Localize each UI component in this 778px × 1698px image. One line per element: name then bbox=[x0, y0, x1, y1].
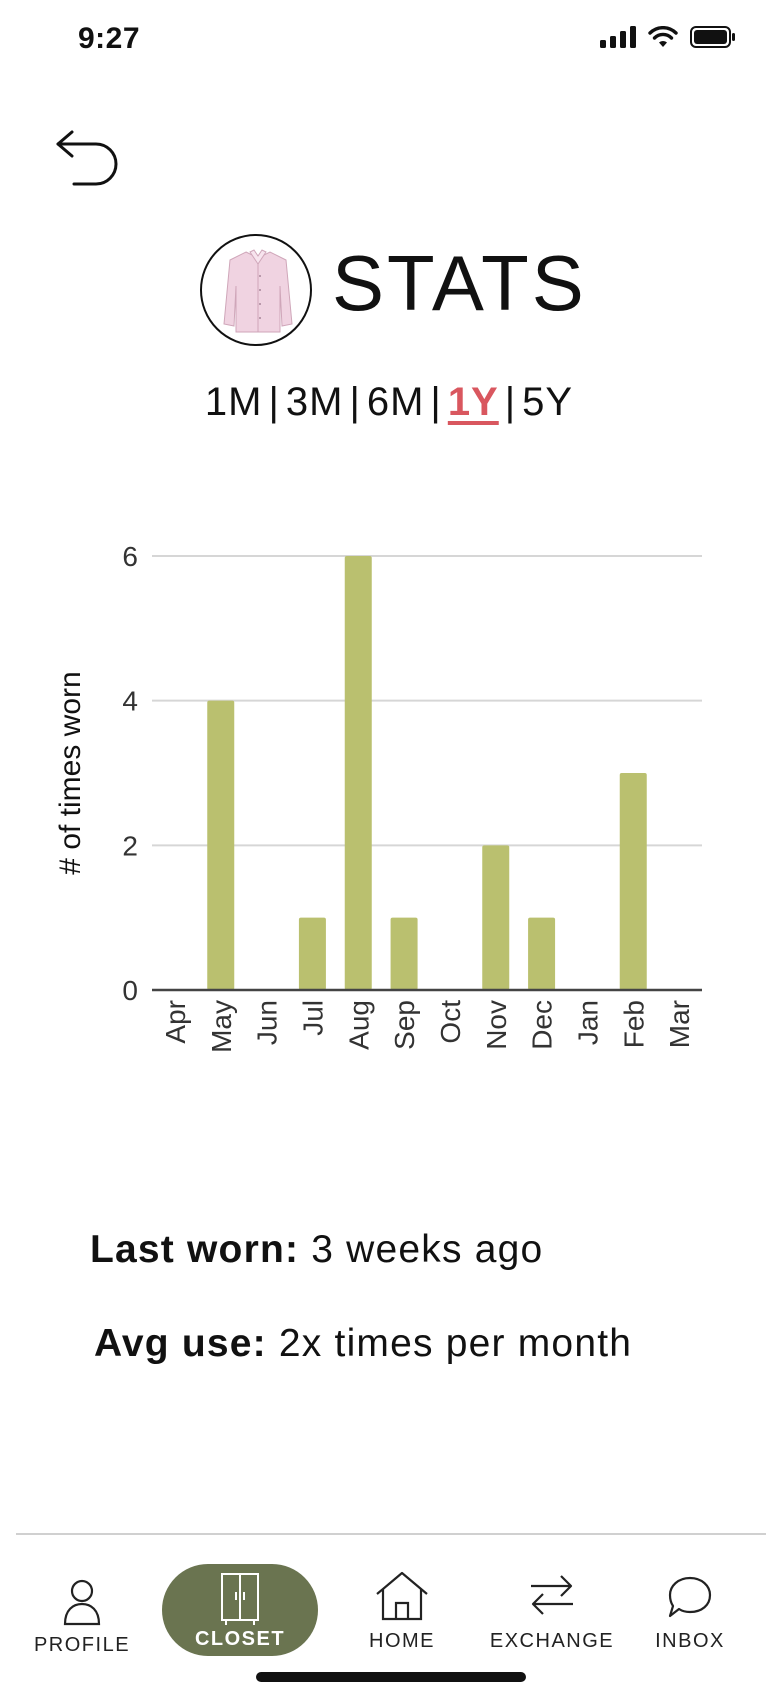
person-icon bbox=[63, 1579, 101, 1626]
x-tick-label: Sep bbox=[389, 1000, 420, 1050]
wifi-icon bbox=[648, 26, 678, 47]
x-tick-label: Feb bbox=[618, 1000, 649, 1048]
status-icons bbox=[600, 26, 736, 48]
range-tab-6m[interactable]: 6M bbox=[366, 380, 425, 424]
house-icon bbox=[376, 1571, 428, 1621]
range-tab-5y[interactable]: 5Y bbox=[522, 380, 574, 424]
tab-closet-label: CLOSET bbox=[194, 1628, 286, 1650]
back-button[interactable] bbox=[52, 126, 126, 190]
x-tick-label: Jul bbox=[297, 1000, 328, 1036]
y-tick-label: 2 bbox=[122, 830, 138, 861]
y-tick-label: 0 bbox=[122, 975, 138, 1006]
bottom-tab-bar: PROFILE CLOSET HOME EXCHANGE INB bbox=[0, 1540, 778, 1670]
x-tick-label: Jan bbox=[572, 1000, 603, 1045]
exchange-arrows-icon bbox=[531, 1575, 573, 1615]
range-separator: | bbox=[268, 380, 280, 424]
cellular-signal-icon bbox=[600, 26, 636, 48]
last-worn-label: Last worn: bbox=[90, 1228, 300, 1271]
tab-profile-label: PROFILE bbox=[33, 1634, 131, 1656]
range-separator: | bbox=[504, 380, 517, 424]
bar-may bbox=[207, 700, 235, 990]
status-time: 9:27 bbox=[78, 22, 141, 55]
stats-header: STATS bbox=[0, 234, 778, 350]
wardrobe-icon bbox=[221, 1573, 259, 1625]
avg-use-label: Avg use: bbox=[94, 1322, 267, 1365]
battery-icon bbox=[690, 26, 735, 48]
bar-sep bbox=[390, 917, 418, 990]
last-worn-stat: Last worn: 3 weeks ago bbox=[90, 1228, 543, 1272]
tab-inbox[interactable]: INBOX bbox=[638, 1540, 742, 1670]
bar-feb bbox=[619, 773, 647, 990]
y-tick-label: 6 bbox=[122, 541, 138, 572]
tab-bar-divider bbox=[16, 1533, 766, 1535]
range-tab-1m[interactable]: 1M bbox=[204, 380, 263, 424]
tab-home[interactable]: HOME bbox=[350, 1540, 454, 1670]
bar-jul bbox=[298, 917, 326, 990]
chat-bubble-icon bbox=[668, 1576, 712, 1618]
x-tick-label: May bbox=[206, 1000, 237, 1053]
back-arrow-icon bbox=[56, 130, 118, 186]
bar-aug bbox=[344, 556, 372, 990]
y-axis-title: # of times worn bbox=[54, 671, 87, 874]
x-tick-label: Apr bbox=[160, 1000, 191, 1044]
x-tick-label: Dec bbox=[527, 1000, 558, 1050]
page-title: STATS bbox=[332, 239, 587, 327]
avg-use-value: 2x times per month bbox=[278, 1322, 633, 1365]
bar-dec bbox=[528, 917, 556, 990]
status-bar: 9:27 bbox=[0, 0, 778, 90]
x-tick-label: Mar bbox=[664, 1000, 695, 1048]
tab-profile[interactable]: PROFILE bbox=[30, 1540, 134, 1670]
tab-inbox-label: INBOX bbox=[655, 1630, 725, 1652]
home-indicator bbox=[256, 1672, 526, 1682]
range-separator: | bbox=[430, 380, 442, 424]
range-tab-3m[interactable]: 3M bbox=[285, 380, 344, 424]
tab-exchange-label: EXCHANGE bbox=[489, 1630, 615, 1652]
shirt-image bbox=[223, 249, 293, 333]
last-worn-value: 3 weeks ago bbox=[311, 1228, 544, 1271]
item-thumbnail bbox=[200, 234, 312, 346]
range-tab-1y[interactable]: 1Y bbox=[447, 380, 499, 424]
x-tick-label: Jun bbox=[252, 1000, 283, 1045]
bar-chart: 0 2 4 6 Apr May Jun Jul Aug Sep Oct Nov Dec Jan Feb Mar… bbox=[54, 541, 702, 1053]
time-range-selector: 1M | 3M | 6M | 1Y | 5Y bbox=[0, 380, 778, 425]
bar-nov bbox=[482, 845, 510, 990]
avg-use-stat: Avg use: 2x times per month bbox=[94, 1322, 632, 1366]
x-tick-label: Nov bbox=[481, 1000, 512, 1050]
x-tick-label: Oct bbox=[435, 1000, 466, 1044]
times-worn-chart: 0 2 4 6 Apr May Jun Jul Aug Sep Oct Nov Dec Jan Feb Mar… bbox=[40, 520, 740, 1080]
tab-home-label: HOME bbox=[369, 1630, 435, 1652]
x-tick-label: Aug bbox=[343, 1000, 374, 1050]
range-separator: | bbox=[349, 380, 361, 424]
tab-exchange[interactable]: EXCHANGE bbox=[490, 1540, 614, 1670]
y-tick-label: 4 bbox=[122, 686, 138, 717]
tab-closet[interactable]: CLOSET bbox=[162, 1540, 318, 1670]
